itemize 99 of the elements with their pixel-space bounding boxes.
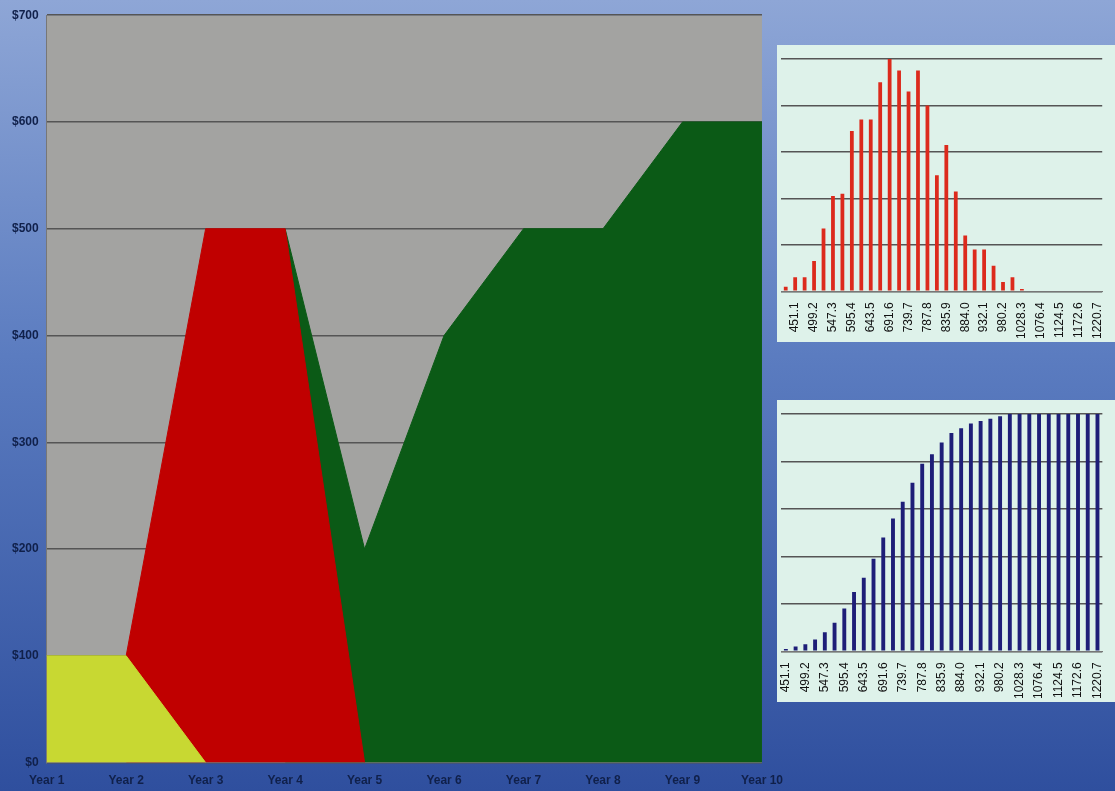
- bar: [887, 59, 892, 291]
- x-tick-label: 787.8: [914, 661, 929, 693]
- x-tick-label: 691.6: [875, 661, 890, 693]
- bar: [988, 418, 993, 651]
- x-tick-label: Year 10: [740, 773, 784, 788]
- bar: [793, 646, 798, 651]
- bar: [920, 463, 925, 651]
- x-tick-label: 547.3: [825, 301, 840, 333]
- x-tick-label: 691.6: [881, 301, 896, 333]
- bar: [939, 442, 944, 651]
- x-tick-label: Year 7: [505, 773, 542, 788]
- bar: [813, 639, 818, 651]
- x-tick-label: 884.0: [953, 661, 968, 693]
- x-tick-label: 1220.7: [1089, 301, 1104, 339]
- bar: [1037, 414, 1041, 651]
- bar: [859, 119, 864, 291]
- bar: [812, 261, 816, 291]
- bar: [998, 416, 1003, 651]
- bar: [868, 119, 873, 291]
- x-tick-label: 739.7: [895, 661, 910, 693]
- y-tick-label: $200: [11, 541, 40, 556]
- x-tick-label: 932.1: [976, 301, 991, 333]
- bar: [900, 501, 905, 651]
- y-tick-label: $400: [11, 327, 40, 342]
- x-tick-label: 643.5: [863, 301, 878, 333]
- x-tick-label: 451.1: [778, 661, 793, 693]
- x-tick-label: Year 8: [585, 773, 622, 788]
- bar: [891, 518, 895, 651]
- x-tick-label: 451.1: [787, 301, 802, 333]
- x-tick-label: 547.3: [817, 661, 832, 693]
- bar: [953, 191, 958, 291]
- x-tick-label: 1028.3: [1011, 661, 1026, 699]
- x-tick-label: 835.9: [933, 661, 948, 693]
- y-tick-label: $600: [11, 114, 40, 129]
- bar: [1076, 414, 1080, 651]
- bar: [881, 537, 886, 651]
- bar: [968, 423, 973, 651]
- x-tick-label: 1076.4: [1033, 301, 1048, 339]
- bar: [1085, 414, 1090, 651]
- bar: [897, 70, 901, 291]
- bar: [831, 196, 835, 291]
- bar: [916, 70, 920, 291]
- y-tick-label: $500: [11, 221, 40, 236]
- bar: [1007, 414, 1012, 651]
- bar: [1001, 282, 1005, 291]
- bar: [929, 454, 934, 651]
- bar: [822, 632, 827, 651]
- bar: [793, 277, 798, 291]
- bar: [783, 286, 788, 291]
- x-tick-label: Year 9: [664, 773, 701, 788]
- x-tick-label: Year 3: [187, 773, 224, 788]
- bar: [978, 421, 983, 651]
- x-tick-label: 1172.6: [1070, 661, 1085, 699]
- bar: [861, 577, 866, 651]
- bar: [803, 644, 808, 651]
- bar: [1017, 414, 1022, 651]
- bar: [944, 144, 949, 291]
- x-tick-label: Year 1: [29, 773, 65, 788]
- x-tick-label: 1124.5: [1052, 301, 1067, 339]
- x-tick-label: Year 2: [108, 773, 145, 788]
- x-tick-label: 884.0: [957, 301, 972, 333]
- bar: [1046, 414, 1051, 651]
- bar: [963, 235, 968, 291]
- bar: [842, 608, 847, 651]
- bar: [982, 249, 987, 291]
- bar: [959, 428, 964, 651]
- bar: [852, 591, 856, 651]
- x-tick-label: 980.2: [995, 301, 1010, 333]
- bar: [1027, 414, 1032, 651]
- bar: [949, 432, 954, 651]
- x-tick-label: 1028.3: [1014, 301, 1029, 339]
- x-tick-label: 1124.5: [1050, 661, 1065, 699]
- bar: [972, 249, 977, 291]
- x-tick-label: 932.1: [972, 661, 987, 693]
- y-tick-label: $0: [25, 754, 40, 769]
- bar: [802, 277, 807, 291]
- bar: [849, 131, 854, 291]
- x-tick-label: 1220.7: [1089, 661, 1104, 699]
- bar: [934, 175, 939, 291]
- x-tick-label: 787.8: [919, 301, 934, 333]
- x-tick-label: 499.2: [797, 661, 812, 693]
- x-tick-label: Year 5: [346, 773, 383, 788]
- x-tick-label: 980.2: [992, 661, 1007, 693]
- y-tick-label: $700: [11, 7, 40, 22]
- bar: [832, 622, 837, 651]
- x-tick-label: 643.5: [856, 661, 871, 693]
- x-tick-label: 739.7: [900, 301, 915, 333]
- x-tick-label: Year 4: [267, 773, 304, 788]
- x-tick-label: 1076.4: [1031, 661, 1046, 699]
- y-tick-label: $300: [11, 434, 40, 449]
- x-tick-label: 1172.6: [1070, 301, 1085, 339]
- x-tick-label: 499.2: [806, 301, 821, 333]
- bar: [1066, 414, 1071, 651]
- x-tick-label: 835.9: [938, 301, 953, 333]
- bar: [878, 82, 883, 291]
- x-tick-label: 595.4: [844, 301, 859, 333]
- y-tick-label: $100: [11, 648, 40, 663]
- x-tick-label: Year 6: [426, 773, 463, 788]
- x-tick-label: 595.4: [836, 661, 851, 693]
